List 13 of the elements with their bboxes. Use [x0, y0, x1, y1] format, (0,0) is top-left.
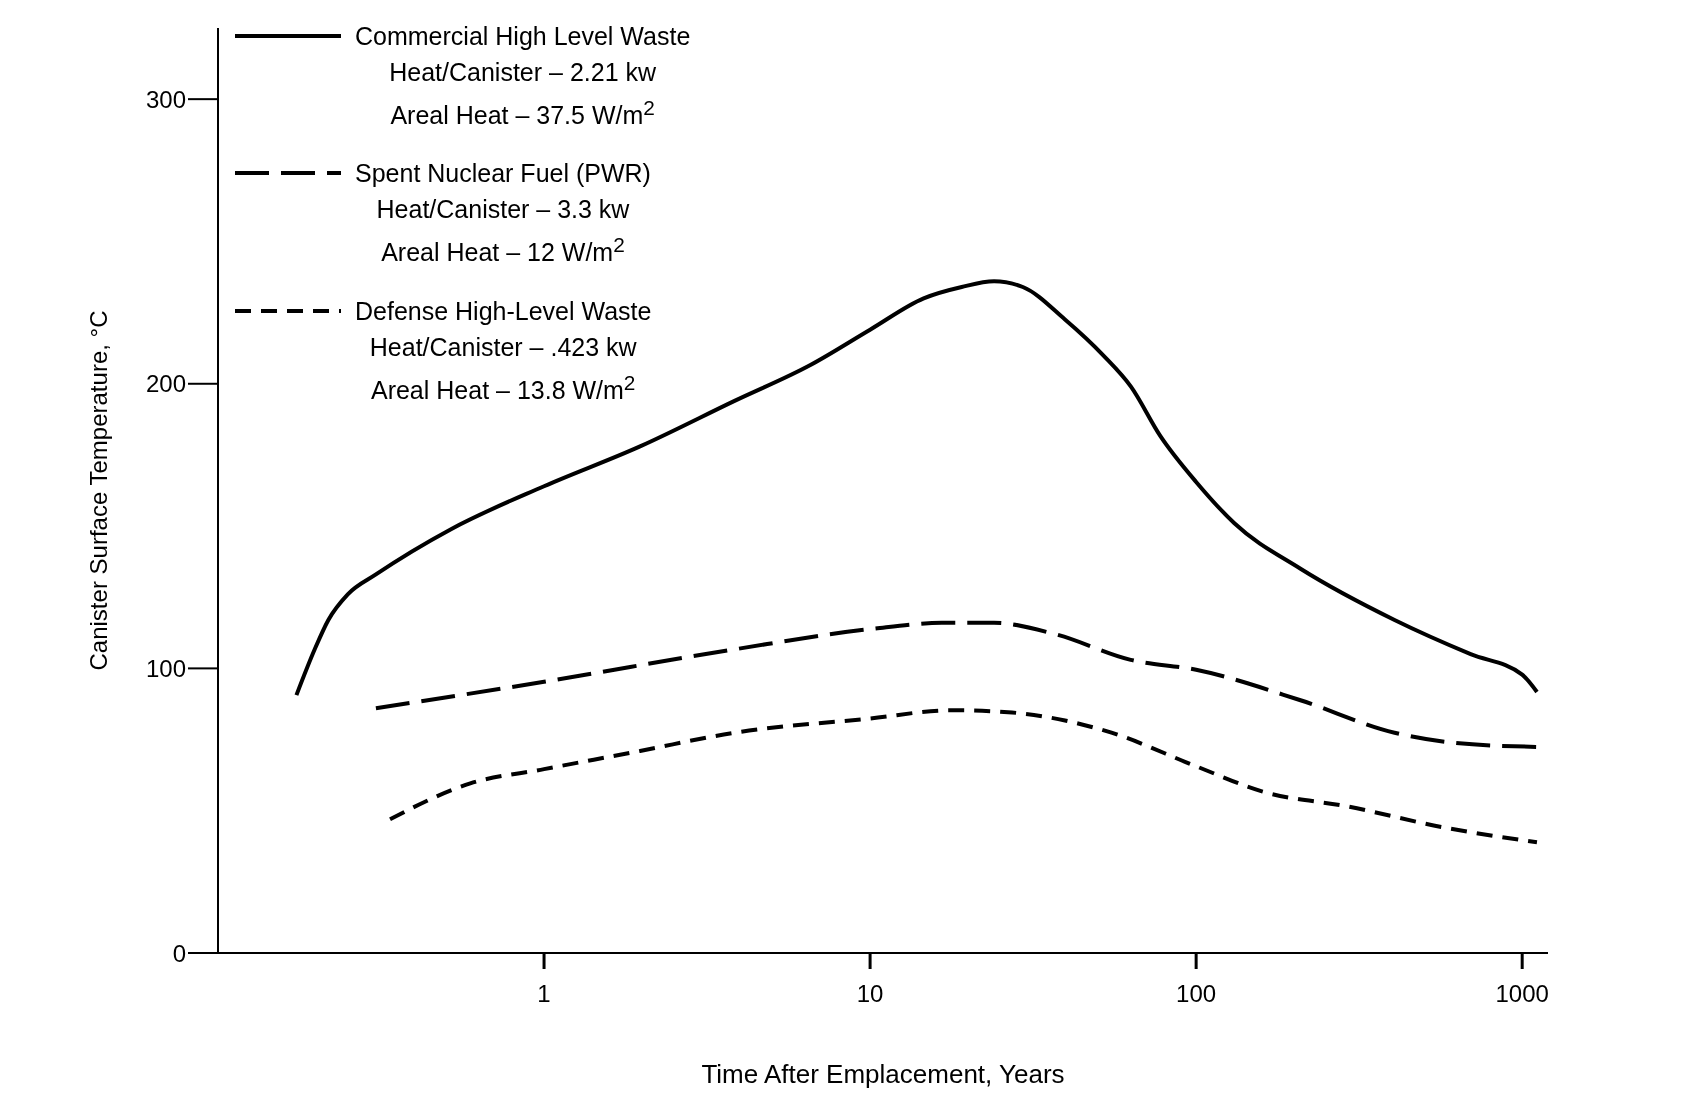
legend-label: Spent Nuclear Fuel (PWR) Heat/Canister – 3.3 kw Areal Heat – 12 W/m$^{2}$: [355, 158, 651, 269]
x-tick-label: 1000: [1495, 980, 1549, 1008]
y-tick-label: 0: [172, 939, 186, 967]
y-tick-label: 200: [145, 370, 186, 398]
y-axis-title: Canister Surface Temperature, °C: [84, 310, 112, 671]
y-tick-label: 300: [145, 85, 186, 113]
x-tick-label: 1: [537, 980, 551, 1008]
y-tick-label: 100: [145, 654, 186, 682]
legend-label: Commercial High Level Waste Heat/Canister – 2.21 kw Areal Heat – 37.5 W/m$^{2}$: [355, 21, 691, 132]
x-tick-label: 100: [1176, 980, 1217, 1008]
x-tick-label: 10: [856, 980, 884, 1008]
legend-label: Defense High-Level Waste Heat/Canister – .423 kw Areal Heat – 13.8 W/m$^{2}$: [355, 295, 652, 406]
x-axis-title: Time After Emplacement, Years: [701, 1059, 1065, 1089]
